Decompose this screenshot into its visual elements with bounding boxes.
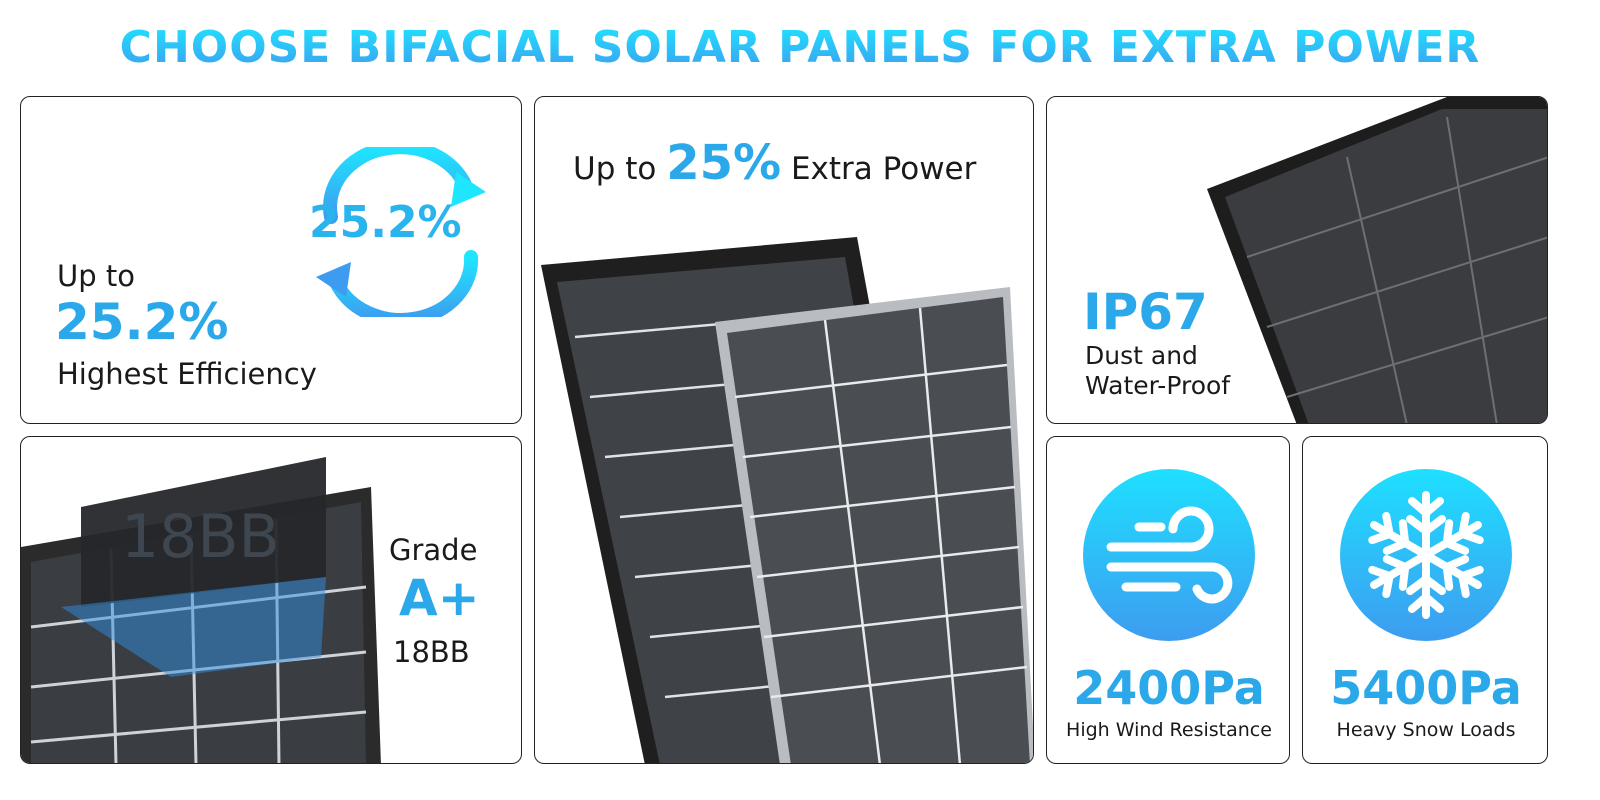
panel-18bb-text: 18BB (121, 502, 280, 572)
wet-panel-image (1207, 97, 1547, 423)
extra-power-heading: Up to 25% Extra Power (573, 135, 976, 191)
refresh-cycle-icon (316, 147, 486, 317)
bifacial-panels-image (541, 237, 1033, 763)
snow-value: 5400Pa (1330, 661, 1522, 715)
snow-card: 5400Pa Heavy Snow Loads (1302, 436, 1548, 764)
wind-label: High Wind Resistance (1066, 719, 1272, 741)
ip-line1: Dust and (1085, 341, 1198, 370)
efficiency-label: Highest Efficiency (57, 357, 317, 391)
snowflake-icon (1340, 469, 1512, 641)
efficiency-up-to: Up to (57, 259, 135, 293)
efficiency-card: 25.2% Up to 25.2% Highest Efficiency (20, 96, 522, 424)
extra-power-card: Up to 25% Extra Power (534, 96, 1034, 764)
wind-value: 2400Pa (1073, 661, 1265, 715)
ip67-card: IP67 Dust and Water-Proof (1046, 96, 1548, 424)
snow-label: Heavy Snow Loads (1336, 719, 1516, 741)
grade-card: 18BB Grade A+ 18BB (20, 436, 522, 764)
extra-power-prefix: Up to (573, 151, 657, 187)
efficiency-value: 25.2% (55, 293, 229, 351)
ip-value: IP67 (1083, 283, 1208, 341)
grade-label: Grade (389, 533, 478, 567)
wind-icon (1083, 469, 1255, 641)
grade-sub: 18BB (393, 635, 470, 669)
cycle-value: 25.2% (309, 197, 462, 248)
page-title: CHOOSE BIFACIAL SOLAR PANELS FOR EXTRA P… (0, 22, 1600, 73)
ip-line2: Water-Proof (1085, 371, 1231, 400)
wind-card: 2400Pa High Wind Resistance (1046, 436, 1290, 764)
grade-value: A+ (399, 569, 480, 627)
extra-power-value: 25% (666, 135, 782, 191)
extra-power-suffix: Extra Power (790, 151, 977, 187)
solar-cell-image: 18BB (21, 457, 381, 763)
